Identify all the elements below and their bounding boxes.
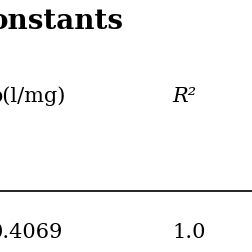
Text: 0.4069: 0.4069 <box>0 222 63 241</box>
Text: R²: R² <box>171 86 195 105</box>
Text: onstants: onstants <box>0 8 123 35</box>
Text: b(l/mg): b(l/mg) <box>0 86 66 106</box>
Text: 1.0: 1.0 <box>171 222 205 241</box>
